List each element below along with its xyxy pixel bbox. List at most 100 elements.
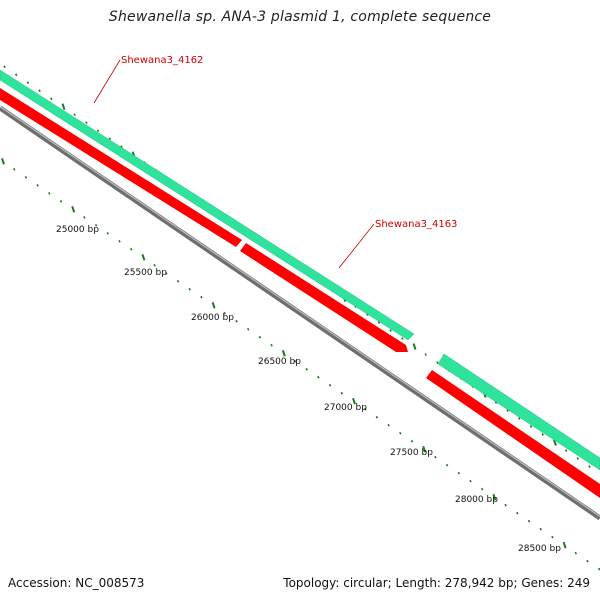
minor-tick (469, 479, 472, 483)
reverse-cds-segment-3[interactable] (426, 370, 600, 498)
major-tick (562, 541, 567, 549)
minor-tick (258, 335, 262, 339)
forward-track (0, 69, 600, 471)
minor-tick (564, 449, 568, 452)
minor-tick (504, 503, 507, 507)
minor-tick (26, 81, 30, 85)
minor-tick (94, 223, 98, 227)
minor-tick (83, 215, 86, 219)
gene-name-shewana3-4162: Shewana3_4162 (121, 55, 203, 66)
gene-label-1[interactable]: Shewana3_4162 (93, 55, 203, 104)
minor-tick (14, 73, 18, 77)
minor-tick (506, 409, 509, 412)
minor-tick (328, 383, 332, 387)
minor-tick (120, 145, 123, 149)
minor-tick (59, 199, 63, 203)
minor-tick (541, 433, 544, 436)
minor-tick (457, 471, 461, 475)
minor-tick (108, 137, 112, 141)
minor-tick (36, 183, 39, 187)
inner-tick-marks (1, 158, 600, 571)
minor-tick (377, 321, 381, 324)
minor-tick (293, 359, 297, 363)
major-tick (412, 343, 417, 350)
major-tick (71, 206, 76, 213)
minor-tick (96, 129, 100, 133)
bp-label: 25000 bp (56, 225, 99, 235)
minor-tick (340, 391, 344, 395)
minor-tick (200, 295, 203, 299)
major-tick (422, 445, 427, 453)
bp-label: 28000 bp (455, 495, 498, 505)
bp-label: 27000 bp (324, 403, 367, 413)
major-tick (61, 103, 66, 111)
minor-tick (516, 511, 519, 515)
minor-tick (270, 343, 273, 347)
minor-tick (153, 263, 156, 267)
minor-tick (317, 375, 320, 379)
bp-label: 27500 bp (390, 448, 433, 458)
minor-tick (38, 89, 41, 93)
gene-label-2[interactable]: Shewana3_4163 (338, 219, 457, 269)
minor-tick (24, 175, 28, 179)
minor-tick (188, 287, 191, 291)
gene-name-shewana3-4163: Shewana3_4163 (375, 219, 457, 230)
minor-tick (527, 519, 531, 523)
major-tick (492, 493, 497, 501)
minor-tick (399, 431, 402, 435)
minor-tick (436, 361, 439, 364)
major-tick (352, 397, 356, 405)
minor-tick (588, 465, 591, 468)
bp-label: 26000 bp (191, 313, 234, 323)
major-tick (1, 158, 5, 165)
bp-label: 28500 bp (518, 544, 561, 554)
backbone (0, 105, 600, 521)
minor-tick (480, 487, 484, 491)
sequence-summary: Topology: circular; Length: 278,942 bp; … (283, 576, 590, 590)
minor-tick (529, 425, 533, 428)
minor-tick (129, 247, 133, 251)
minor-tick (424, 353, 427, 356)
accession-label: Accession: NC_008573 (8, 576, 145, 590)
minor-tick (118, 239, 121, 243)
minor-tick (246, 327, 250, 331)
bp-scale-labels: 25000 bp 25500 bp 26000 bp 26500 bp 27000 bp… (56, 225, 561, 554)
minor-tick (3, 65, 6, 69)
major-tick (281, 349, 286, 357)
minor-tick (235, 319, 238, 323)
minor-tick (387, 423, 390, 427)
minor-tick (85, 121, 88, 125)
reverse-cds-segment-1[interactable] (0, 88, 242, 247)
minor-tick (106, 231, 110, 235)
minor-tick (48, 191, 51, 195)
bp-label: 25500 bp (124, 268, 167, 278)
minor-tick (305, 367, 308, 371)
minor-tick (586, 559, 589, 563)
reverse-track (0, 88, 600, 498)
forward-cds-segment-1[interactable] (0, 69, 415, 341)
major-tick (141, 253, 146, 261)
minor-tick (574, 551, 578, 555)
minor-tick (445, 463, 449, 467)
forward-cds-segment-2[interactable] (437, 353, 600, 471)
bp-label: 26500 bp (258, 357, 301, 367)
minor-tick (12, 168, 16, 171)
minor-tick (389, 329, 392, 332)
major-tick (552, 439, 557, 446)
minor-tick (539, 527, 542, 531)
minor-tick (551, 535, 554, 539)
minor-tick (576, 457, 580, 460)
minor-tick (401, 337, 404, 340)
minor-tick (223, 311, 227, 315)
minor-tick (375, 415, 379, 419)
minor-tick (410, 439, 414, 443)
minor-tick (165, 271, 168, 275)
minor-tick (434, 455, 437, 459)
minor-tick (363, 407, 367, 411)
reverse-cds-segment-2[interactable] (240, 243, 408, 352)
minor-tick (50, 97, 53, 101)
minor-tick (176, 279, 180, 283)
map-title: Shewanella sp. ANA-3 plasmid 1, complete… (108, 9, 492, 25)
minor-tick (73, 113, 76, 117)
